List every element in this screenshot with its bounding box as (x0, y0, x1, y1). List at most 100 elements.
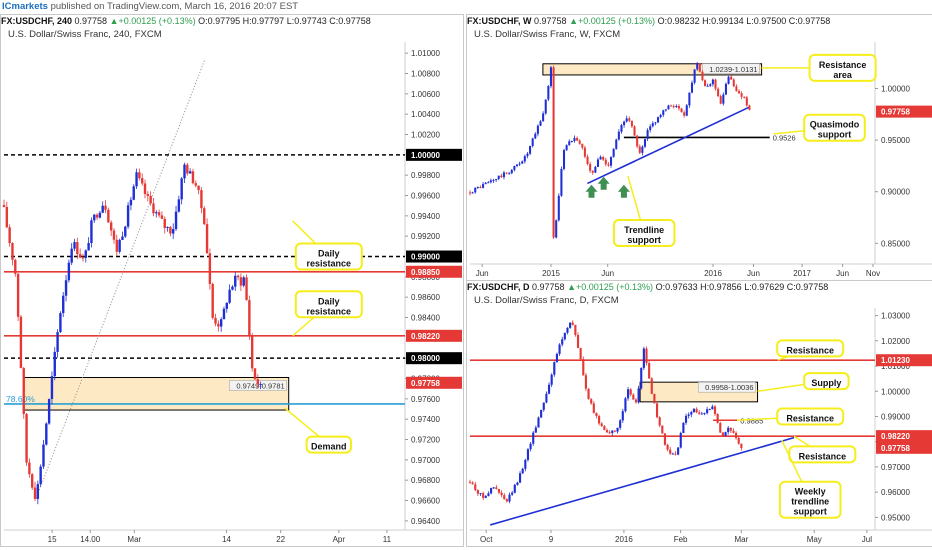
candle-body (683, 112, 686, 116)
candle-body (565, 145, 568, 151)
candle-body (45, 423, 48, 445)
candle-body (578, 140, 581, 144)
candle-body (552, 67, 555, 238)
callout-box (808, 53, 877, 82)
candle-body (497, 488, 501, 493)
candle-body (205, 224, 209, 254)
callout-label-line: support (818, 130, 852, 140)
callout-box (778, 480, 842, 519)
candle-body (595, 412, 598, 417)
current-price-tag (876, 441, 932, 454)
candle-body (616, 427, 619, 432)
price-tick-label: 0.98400 (411, 314, 440, 323)
candle-body (124, 226, 127, 237)
candle-body (208, 253, 212, 284)
candle-body (719, 96, 722, 104)
callout-label-line: Supply (811, 378, 841, 388)
level-price-label: 1.00000 (411, 151, 440, 160)
candle-body (211, 283, 214, 318)
candle-body (513, 165, 516, 170)
candle-body (138, 172, 141, 179)
callout-label-line: Weekly (795, 487, 826, 497)
candle-body (505, 499, 508, 502)
header-change: +0.00125 (+0.13%) (578, 16, 656, 26)
candle-body (659, 114, 662, 118)
time-tick-label: 9 (549, 535, 554, 544)
candle-body (70, 248, 73, 263)
candle-body (740, 443, 743, 449)
candle-body (642, 348, 645, 368)
candle-body (537, 417, 540, 428)
candle-body (743, 96, 746, 98)
candle-body (542, 113, 545, 122)
chart-panel-daily[interactable]: FX:USDCHF, D 0.97758 ▲+0.00125 (+0.13%) … (466, 280, 932, 547)
callout-box (612, 219, 676, 248)
chart-panel-weekly[interactable]: FX:USDCHF, W 0.97758 ▲+0.00125 (+0.13%) … (466, 14, 932, 281)
candle-body (704, 80, 707, 87)
candle-body (703, 413, 706, 415)
time-tick-label: Feb (674, 535, 688, 544)
candle-body (561, 339, 564, 345)
price-tick-label: 0.95000 (881, 513, 910, 522)
price-chart[interactable]: 1.030001.020001.010001.000000.990000.980… (467, 281, 932, 546)
candle-body (722, 94, 725, 104)
price-chart[interactable]: 1.00000 0.95000 0.90000 0.85000 Jun 2015 Jun 20… (467, 15, 932, 280)
support-arrow-icon (585, 184, 598, 198)
candle-body (203, 208, 206, 225)
candle-body (640, 367, 643, 389)
candle-body (59, 313, 62, 333)
change-up-icon: ▲ (567, 282, 576, 292)
candle-body (186, 164, 189, 174)
trendline (490, 436, 795, 526)
candle-body (584, 375, 587, 389)
publisher-text: published on TradingView.com, March 16, … (47, 1, 299, 12)
level-price-tag (406, 329, 462, 342)
candle-body (112, 230, 116, 240)
candle-body (636, 135, 639, 147)
candle-body (471, 192, 474, 194)
price-tick-label: 0.85000 (881, 239, 910, 248)
price-tick-label: 0.96400 (411, 517, 440, 526)
candle-body (611, 430, 614, 434)
time-tick-label: Jun (747, 269, 760, 278)
candle-body (562, 150, 566, 169)
candle-body (502, 172, 505, 178)
candle-body (669, 449, 672, 454)
header-high: H:0.97856 (700, 282, 742, 292)
level-price-tag (406, 148, 462, 161)
publisher-brand[interactable]: ICmarkets (2, 1, 48, 12)
candle-body (529, 443, 532, 450)
header-change: +0.00125 (+0.13%) (118, 16, 196, 26)
candle-body (603, 426, 606, 431)
candle-body (76, 242, 79, 255)
trendline (587, 106, 750, 185)
callout-label-line: Daily (318, 249, 340, 259)
current-price-label: 0.97758 (411, 379, 440, 388)
candle-body (654, 122, 657, 124)
header-last: 0.97758 (534, 16, 567, 26)
callout-label-line: support (627, 235, 661, 245)
callout-label-line: Resistance (819, 60, 867, 70)
candle-body (50, 376, 54, 399)
header-symbol: FX:USDCHF, W (467, 16, 532, 26)
candle-body (621, 411, 624, 421)
candle-body (500, 175, 503, 178)
candle-body (64, 280, 68, 296)
chart-panel-240[interactable]: FX:USDCHF, 240 0.97758 ▲+0.00125 (+0.13%… (0, 14, 464, 547)
candle-body (98, 212, 102, 218)
candle-body (200, 190, 203, 209)
candle-body (547, 86, 550, 100)
header-last: 0.97758 (532, 282, 565, 292)
price-chart[interactable]: 1.01000 1.00800 1.00600 1.00400 1.00200 0.998… (1, 15, 463, 546)
time-tick-label: Jun (836, 269, 849, 278)
candle-body (219, 319, 223, 327)
candle-body (658, 417, 661, 426)
current-price-label: 0.97758 (881, 108, 910, 117)
candle-body (539, 121, 542, 126)
candle-body (109, 222, 113, 231)
price-tick-label: 1.01000 (411, 49, 440, 58)
candle-body (613, 430, 616, 432)
time-tick-label: 22 (276, 535, 285, 544)
level-label: 0.9526 (773, 133, 796, 142)
candle-body (188, 171, 192, 174)
